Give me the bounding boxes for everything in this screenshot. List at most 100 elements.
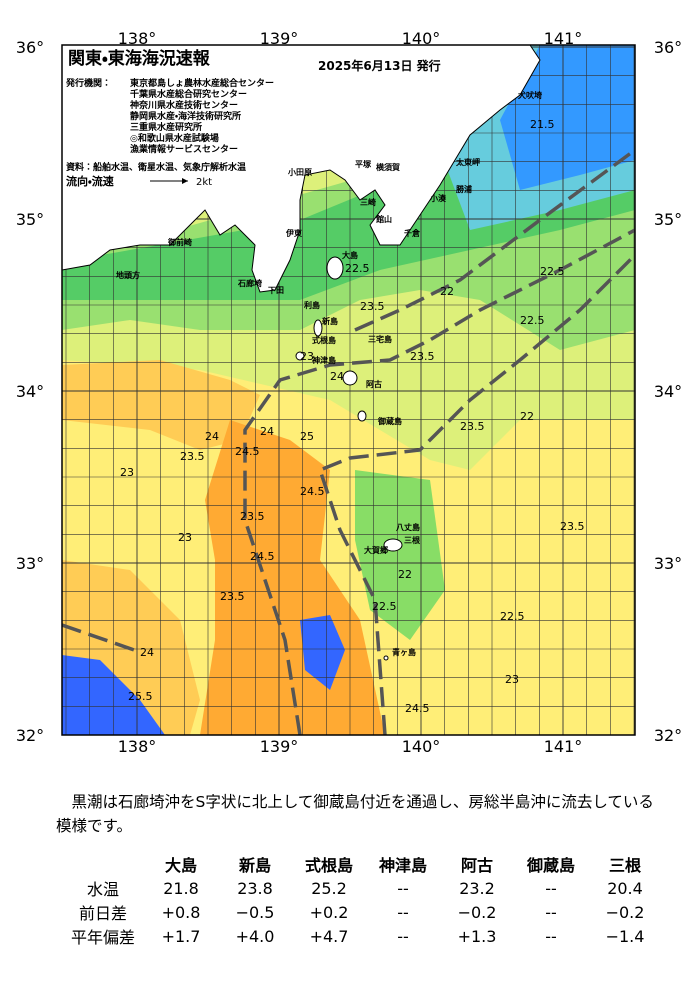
table-row: 平年偏差 +1.7 +4.0 +4.7 -- +1.3 -- −1.4: [62, 924, 662, 948]
table-body: 大島 新島 式根島 神津島 阿古 御蔵島 三根 水温 21.8 23.8 25.2 -- 23.2 -- 2…: [62, 852, 662, 948]
table-cell: +4.0: [235, 926, 275, 946]
contour-label: 22: [440, 285, 454, 298]
contour-label: 23.5: [360, 300, 385, 313]
table-row: 前日差 +0.8 −0.5 +0.2 -- −0.2 -- −0.2: [62, 900, 662, 924]
place-name: 館山: [375, 214, 392, 224]
contour-label: 24.5: [250, 550, 275, 563]
table-corner: [62, 852, 144, 876]
table-cell: 23.8: [237, 878, 273, 898]
lon-label: 139°: [260, 29, 299, 48]
current-scale: 2kt: [196, 177, 212, 188]
column-header: 御蔵島: [526, 856, 575, 875]
lat-label: 34°: [654, 382, 682, 401]
contour-label: 23.5: [240, 510, 265, 523]
table-cell: 23.2: [459, 878, 495, 898]
island: [326, 256, 344, 280]
contour-label: 22: [398, 568, 412, 581]
lon-label: 139°: [260, 737, 299, 756]
table-cell: --: [397, 926, 409, 946]
contour-label: 24: [205, 430, 219, 443]
row-label: 水温: [86, 880, 119, 899]
lat-label: 32°: [654, 726, 682, 745]
lat-label: 33°: [654, 554, 682, 573]
place-name: 石廊埼: [237, 278, 262, 288]
place-name: 阿古: [366, 379, 382, 389]
table-cell: −0.2: [457, 902, 497, 922]
contour-label: 23.5: [180, 450, 205, 463]
island: [383, 655, 389, 661]
place-name: 千倉: [404, 228, 421, 238]
table-cell: −0.5: [235, 902, 275, 922]
issue-date: 2025年6月13日 発行: [318, 58, 441, 73]
contour-label: 21.5: [530, 118, 555, 131]
contour-label: 24.5: [235, 445, 260, 458]
contour-label: 24.5: [300, 485, 325, 498]
place-name: 御前崎: [167, 237, 192, 247]
contour-label: 24: [260, 425, 274, 438]
station-table: 大島 新島 式根島 神津島 阿古 御蔵島 三根 水温 21.8 23.8 25.2 -- 23.2 -- 2…: [62, 852, 662, 948]
island: [313, 319, 323, 337]
place-name: 大賀郷: [364, 545, 388, 555]
table-cell: +4.7: [309, 926, 349, 946]
table-cell: −0.2: [605, 902, 645, 922]
place-name: 太東岬: [455, 157, 480, 167]
table-cell: --: [545, 878, 557, 898]
contour-label: 22.5: [520, 314, 545, 327]
table-row: 水温 21.8 23.8 25.2 -- 23.2 -- 20.4: [62, 876, 662, 900]
lon-label: 140°: [402, 29, 441, 48]
column-header: 神津島: [378, 856, 427, 875]
sea-blue: [500, 45, 635, 190]
place-name: 勝浦: [456, 184, 472, 194]
table-cell: +1.3: [457, 926, 497, 946]
map-title: 関東・東海海況速報: [68, 48, 211, 69]
table-cell: 21.8: [163, 878, 199, 898]
issuer-label: 発行機関：: [65, 77, 111, 89]
axis-labels: 138° 138° 139° 139° 140° 140° 141° 141° 36° 36° 35…: [16, 29, 682, 756]
island: [295, 351, 305, 361]
lon-label: 141°: [544, 737, 583, 756]
place-name: 小田原: [287, 167, 312, 177]
contour-label: 23: [120, 466, 134, 479]
place-name: 平塚: [355, 159, 372, 169]
place-name: 三根: [404, 535, 421, 545]
island: [383, 538, 403, 552]
contour-label: 23: [300, 350, 314, 363]
lat-label: 36°: [654, 38, 682, 57]
place-name: 八丈島: [396, 522, 420, 532]
table-cell: −1.4: [605, 926, 645, 946]
row-label: 平年偏差: [70, 928, 135, 947]
lat-label: 32°: [16, 726, 44, 745]
contour-label: 24: [140, 646, 154, 659]
lat-label: 35°: [654, 210, 682, 229]
place-name: 御蔵島: [377, 416, 402, 426]
kuroshio-line: [354, 148, 635, 332]
place-name: 青ヶ島: [392, 647, 416, 657]
lat-label: 35°: [16, 210, 44, 229]
table-cell: --: [545, 902, 557, 922]
contour-label: 25: [300, 430, 314, 443]
issuer: 神奈川県水産技術センター: [129, 99, 238, 111]
table-header-row: 大島 新島 式根島 神津島 阿古 御蔵島 三根: [62, 852, 662, 876]
place-name: 三宅島: [368, 334, 392, 344]
column-header: 阿古: [460, 856, 493, 875]
lon-label: 138°: [118, 737, 157, 756]
table-cell: --: [545, 926, 557, 946]
kuroshio-line: [317, 253, 635, 735]
table-cell: +0.2: [309, 902, 349, 922]
table-cell: 20.4: [607, 878, 643, 898]
island: [342, 370, 358, 386]
column-header: 式根島: [304, 856, 353, 875]
table-cell: --: [397, 878, 409, 898]
issuer: 漁業情報サービスセンター: [130, 143, 238, 155]
contour-label: 23.5: [460, 420, 485, 433]
map-frame: [61, 44, 636, 736]
issuer: 静岡県水産・海洋技術研究所: [130, 110, 241, 122]
contour-label: 22.5: [345, 262, 370, 275]
contour-label: 22.5: [372, 600, 397, 613]
sea-warm: [62, 360, 260, 450]
place-name: 神津島: [311, 355, 336, 365]
